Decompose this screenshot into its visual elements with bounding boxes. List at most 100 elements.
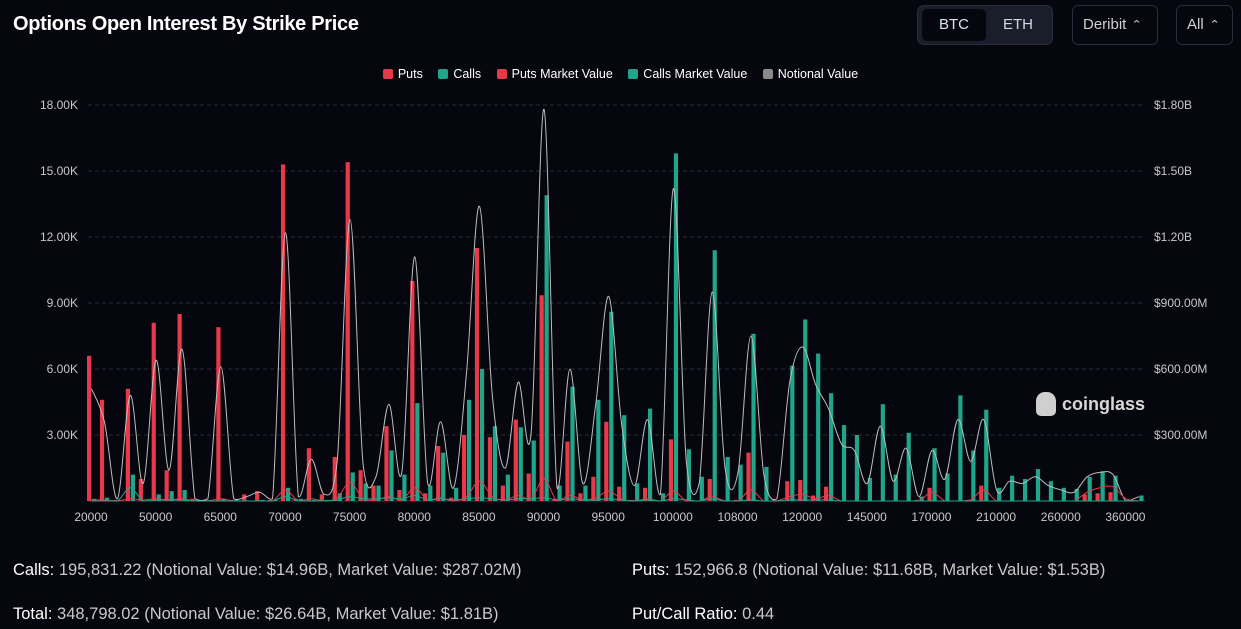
call-bar (854, 435, 860, 501)
puts-summary-value: 152,966.8 (Notional Value: $11.68B, Mark… (674, 561, 1106, 579)
put-bar (1082, 494, 1087, 501)
left-axis-tick: 6.00K (47, 362, 78, 376)
call-bar (104, 497, 110, 501)
chevron-up-down-icon: ⌃ (1131, 19, 1143, 31)
call-bar (454, 487, 459, 501)
put-bar (410, 281, 415, 501)
call-bar (518, 427, 523, 501)
x-axis-tick: 120000 (782, 510, 822, 524)
x-axis-tick: 85000 (462, 510, 496, 524)
put-bar (591, 476, 596, 501)
right-axis-tick: $1.20B (1154, 230, 1192, 244)
x-axis-tick: 65000 (204, 510, 238, 524)
call-bar (221, 498, 226, 501)
exchange-select[interactable]: Deribit ⌃ (1072, 5, 1158, 45)
call-bar (919, 496, 924, 501)
x-axis-tick: 145000 (847, 510, 887, 524)
call-bar (867, 477, 872, 501)
right-axis-tick: $600.00M (1154, 362, 1207, 376)
x-axis-tick: 50000 (139, 510, 173, 524)
call-bar (363, 483, 368, 501)
call-bar (1022, 479, 1028, 501)
call-bar (673, 153, 679, 501)
right-axis-tick: $900.00M (1154, 296, 1207, 310)
call-bar (932, 448, 937, 501)
chart-legend: Puts Calls Puts Market Value Calls Marke… (0, 67, 1241, 81)
legend-calls[interactable]: Calls (438, 67, 481, 81)
call-bar (285, 487, 291, 501)
call-bar (298, 498, 304, 501)
put-bar (306, 448, 312, 501)
legend-label: Notional Value (777, 67, 859, 81)
legend-label: Puts Market Value (511, 67, 613, 81)
put-bar (99, 399, 105, 501)
call-bar (596, 399, 601, 501)
call-bar (479, 369, 485, 501)
put-bar (979, 485, 984, 501)
put-bar (785, 481, 790, 501)
tab-btc[interactable]: BTC (922, 9, 986, 41)
put-bar (772, 499, 777, 501)
call-bar (260, 499, 265, 501)
expiry-select[interactable]: All ⌃ (1176, 5, 1233, 45)
put-bar (668, 439, 674, 501)
call-bar (1087, 476, 1092, 501)
put-bar (151, 322, 156, 501)
call-bar (428, 485, 433, 501)
put-bar (190, 498, 195, 501)
call-bar (311, 499, 317, 501)
put-bar (642, 487, 648, 501)
coinglass-mascot-icon (1036, 392, 1056, 416)
put-call-ratio-value: 0.44 (742, 605, 775, 623)
call-bar (402, 474, 407, 501)
legend-puts[interactable]: Puts (382, 67, 423, 81)
legend-calls-market-value[interactable]: Calls Market Value (628, 67, 747, 81)
put-bar (526, 473, 531, 501)
x-axis-tick: 100000 (653, 510, 693, 524)
call-bar (790, 365, 795, 501)
legend-notional-value[interactable]: Notional Value (762, 67, 859, 81)
call-bar (337, 493, 342, 501)
legend-swatch (382, 69, 393, 79)
x-axis-tick: 108000 (717, 510, 757, 524)
x-axis-tick: 70000 (268, 510, 302, 524)
call-bar (466, 399, 472, 501)
put-bar (461, 435, 467, 501)
expiry-select-value: All (1187, 16, 1204, 33)
coinglass-logo-text: coinglass (1062, 393, 1146, 414)
call-bar (182, 490, 187, 501)
put-bar (397, 490, 402, 501)
put-bar (539, 295, 544, 501)
calls-market-value-line (91, 487, 1139, 502)
legend-puts-market-value[interactable]: Puts Market Value (496, 67, 613, 81)
left-axis-tick: 12.00K (40, 230, 78, 244)
call-bar (660, 493, 666, 501)
legend-label: Puts (397, 67, 423, 81)
call-bar (1100, 471, 1105, 501)
total-summary: Total: 348,798.02 (Notional Value: $26.6… (13, 605, 499, 624)
put-bar (487, 437, 493, 501)
total-summary-value: 348,798.02 (Notional Value: $26.64B, Mar… (57, 605, 499, 623)
right-axis-tick: $1.50B (1154, 164, 1192, 178)
open-interest-chart: 3.00K $300.00M 6.00K $600.00M 9.00K $900.00M 1… (40, 98, 1207, 524)
x-axis-tick: 75000 (333, 510, 367, 524)
put-bar (474, 248, 480, 501)
right-axis-tick: $300.00M (1154, 428, 1207, 442)
call-bar (505, 474, 510, 501)
call-bar (997, 487, 1002, 501)
call-bar (557, 485, 562, 501)
put-bar (1095, 493, 1100, 501)
put-bar (255, 491, 260, 501)
put-bar (500, 485, 505, 501)
put-bar (138, 479, 143, 501)
call-bar (971, 450, 976, 501)
call-bar (725, 457, 730, 501)
x-axis-tick: 210000 (976, 510, 1016, 524)
call-bar (544, 195, 549, 501)
call-bar (803, 319, 808, 501)
tab-eth[interactable]: ETH (1003, 16, 1033, 33)
call-bar (647, 408, 653, 501)
x-axis-tick: 20000 (74, 510, 108, 524)
put-call-ratio: Put/Call Ratio: 0.44 (632, 605, 774, 624)
x-axis-tick: 80000 (398, 510, 432, 524)
